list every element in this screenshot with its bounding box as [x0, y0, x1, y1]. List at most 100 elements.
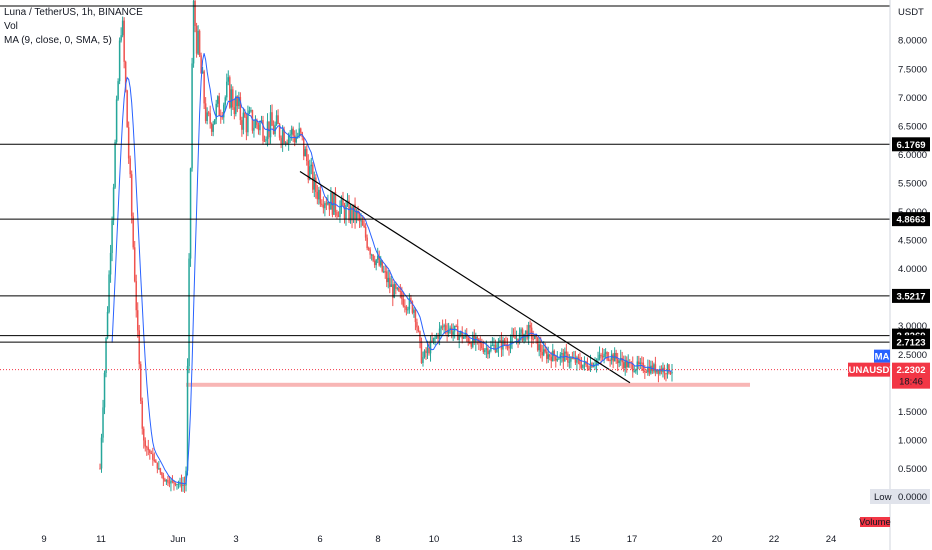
candle-body — [224, 97, 227, 105]
candle-body — [411, 301, 414, 313]
candle-body — [352, 204, 355, 221]
candle-body — [550, 356, 553, 362]
candle-body — [188, 258, 190, 367]
candle-body — [541, 351, 543, 356]
price-level-tag[interactable] — [892, 288, 930, 303]
candle-body — [310, 164, 313, 167]
candle-body — [366, 237, 368, 249]
candle-body — [565, 351, 568, 354]
candle-body — [580, 364, 583, 368]
candle-body — [502, 339, 504, 350]
candle-body — [413, 309, 415, 313]
candle-body — [417, 327, 420, 332]
current-price-tag[interactable] — [892, 362, 930, 389]
candle-body — [650, 365, 652, 374]
candle-body — [610, 354, 613, 361]
candle-body — [198, 30, 201, 56]
price-level-tag[interactable] — [892, 137, 930, 152]
candle-body — [281, 129, 284, 144]
candle-body — [376, 256, 379, 260]
y-axis-tick-label: 4.0000 — [898, 264, 927, 275]
candle-body — [298, 128, 300, 137]
candle-body — [216, 96, 219, 104]
volume-tag-label: Volume — [859, 517, 891, 528]
candle-body — [167, 479, 169, 483]
candle-body — [316, 191, 319, 200]
candle-body — [558, 358, 560, 360]
candle-body — [612, 354, 614, 362]
candle-body — [410, 297, 412, 302]
candle-body — [494, 344, 497, 352]
candle-body — [138, 330, 140, 365]
candle-body — [437, 335, 439, 339]
candle-body — [496, 348, 498, 352]
candle-body — [542, 349, 545, 356]
candle-body — [645, 371, 648, 373]
x-axis-tick-label: 3 — [233, 534, 238, 545]
ma-tag — [874, 349, 890, 363]
low-readout-box — [870, 489, 930, 504]
candle-body — [398, 287, 400, 291]
candle-body — [416, 322, 418, 328]
candle-body — [653, 364, 655, 372]
candle-body — [386, 271, 388, 283]
x-axis-tick-label: 8 — [375, 534, 380, 545]
legend-moving-average[interactable]: MA (9, close, 0, SMA, 5) — [4, 35, 112, 46]
candle-body — [180, 482, 183, 487]
candle-body — [324, 203, 326, 209]
candle-body — [601, 356, 604, 358]
candle-body — [539, 344, 542, 352]
candle-body — [535, 335, 537, 338]
y-axis-tick-label: 8.0000 — [898, 36, 927, 47]
candle-body — [215, 103, 217, 120]
candle-body — [259, 122, 261, 131]
candle-body — [239, 97, 242, 121]
chart-legend: Luna / TetherUS, 1h, BINANCE Vol MA (9, … — [4, 6, 143, 48]
candle-body — [319, 189, 322, 204]
candle-body — [382, 271, 385, 273]
candle-body — [236, 96, 239, 107]
candle-body — [568, 361, 571, 363]
candle-body — [570, 358, 572, 362]
support-zone[interactable] — [186, 382, 750, 387]
candle-body — [354, 204, 356, 221]
candle-body — [268, 121, 270, 138]
candle-body — [589, 363, 592, 370]
candle-body — [367, 248, 370, 250]
candle-body — [434, 337, 436, 339]
candle-body — [591, 363, 593, 367]
candle-body — [404, 306, 406, 308]
descending-trendline[interactable] — [299, 171, 631, 384]
candle-body — [485, 348, 488, 350]
legend-volume[interactable]: Vol — [4, 21, 18, 32]
candle-body — [579, 359, 581, 365]
candle-body — [132, 216, 134, 248]
candle-body — [330, 192, 332, 210]
candle-body — [500, 340, 503, 350]
legend-symbol-title[interactable]: Luna / TetherUS, 1h, BINANCE — [4, 7, 143, 18]
candle-body — [286, 142, 288, 144]
candle-body — [615, 352, 617, 360]
candle-body — [532, 338, 534, 340]
candle-body — [470, 343, 473, 347]
candle-body — [283, 129, 285, 144]
price-level-tag-value: 2.7123 — [896, 338, 925, 349]
candle-body — [419, 331, 421, 342]
candle-body — [635, 369, 637, 372]
candle-body — [103, 372, 106, 408]
candle-body — [582, 364, 584, 368]
price-level-tag[interactable] — [892, 212, 930, 227]
candle-body — [467, 337, 470, 343]
candle-body — [162, 475, 165, 480]
candle-body — [440, 326, 442, 329]
x-axis-tick-label: 20 — [712, 534, 723, 545]
candle-body — [120, 35, 122, 41]
candle-body — [606, 352, 608, 360]
low-readout-label: Low — [874, 492, 892, 503]
candle-body — [435, 335, 438, 338]
candle-body — [277, 115, 279, 124]
candle-body — [150, 452, 153, 454]
candle-body — [423, 350, 426, 358]
price-level-tag[interactable] — [892, 335, 930, 350]
